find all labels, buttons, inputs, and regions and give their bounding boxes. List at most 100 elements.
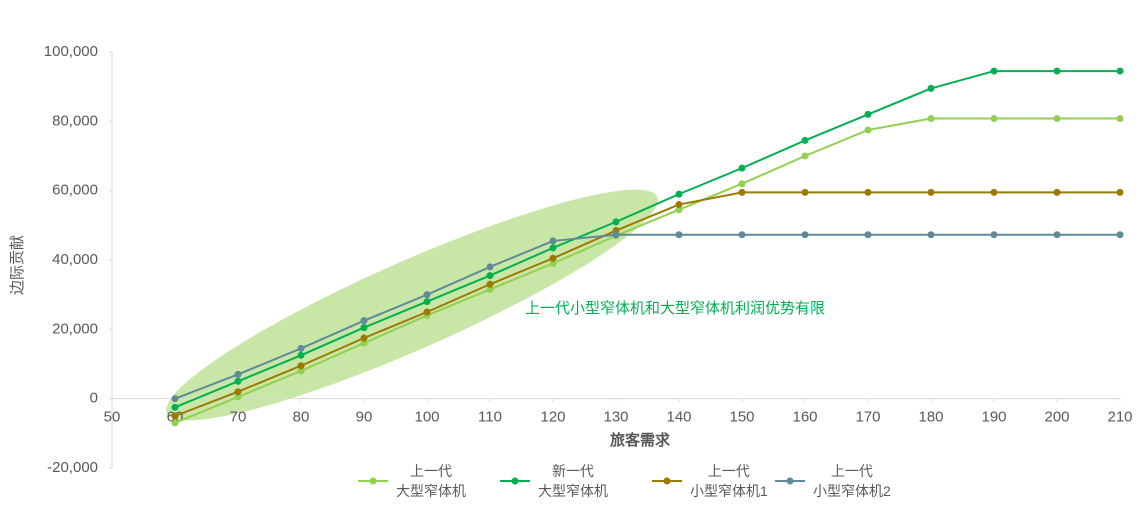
x-tick-label: 100 [414,409,439,426]
point [549,244,557,252]
legend-swatch [775,477,805,485]
point [486,272,494,280]
x-tick-label: 170 [855,409,880,426]
point [612,218,620,226]
x-tick-label: 120 [540,409,565,426]
point [927,188,935,196]
y-tick-label: -20,000 [47,459,98,476]
y-tick-label: 100,000 [44,43,98,60]
point [171,395,179,403]
legend-item: 新一代 大型窄体机 [500,461,608,501]
legend-item: 上一代 小型窄体机1 [652,461,768,501]
x-axis-title: 旅客需求 [610,431,671,449]
point [801,152,809,160]
point [738,188,746,196]
point [864,126,872,134]
x-tick-label: 70 [230,409,247,426]
legend-item: 上一代 大型窄体机 [358,461,466,501]
y-axis-title: 边际贡献 [9,235,26,295]
point [297,367,305,375]
point [927,84,935,92]
point [801,188,809,196]
legend-label: 上一代 小型窄体机1 [690,463,768,499]
point [675,201,683,209]
point [738,180,746,188]
point [675,190,683,198]
point [297,351,305,359]
x-tick-label: 80 [293,409,310,426]
point [990,115,998,123]
point [990,67,998,75]
point [864,231,872,239]
point [486,285,494,293]
y-tick-label: 80,000 [52,112,98,129]
x-tick-label: 210 [1107,409,1132,426]
x-tick-label: 90 [356,409,373,426]
legend-label: 上一代 大型窄体机 [396,463,466,499]
x-tick-label: 50 [104,409,121,426]
point [738,164,746,172]
point [549,254,557,262]
point [1116,231,1124,239]
x-tick-label: 140 [666,409,691,426]
point [423,308,431,316]
point [549,259,557,267]
point [171,412,179,420]
legend-swatch [500,477,530,485]
x-tick-label: 180 [918,409,943,426]
point [990,231,998,239]
x-tick-label: 110 [478,409,502,426]
series-line [174,191,1120,417]
point [927,115,935,123]
series-line [174,117,1120,424]
point [801,231,809,239]
y-tick-label: 20,000 [52,320,98,337]
point [738,231,746,239]
point [297,344,305,352]
point [234,370,242,378]
series-line [174,70,1120,409]
point [612,231,620,239]
point [1053,115,1061,123]
point [864,110,872,118]
point [486,263,494,271]
legend-label: 新一代 大型窄体机 [538,463,608,499]
point [234,377,242,385]
point [360,324,368,332]
point [864,188,872,196]
point [360,317,368,325]
point [801,136,809,144]
y-tick-label: 40,000 [52,251,98,268]
point [927,231,935,239]
point [234,388,242,396]
point [423,291,431,299]
point [360,339,368,347]
series-line [174,233,1120,400]
point [234,393,242,401]
point [1053,188,1061,196]
x-tick-label: 190 [981,409,1006,426]
point [675,206,683,214]
point [360,334,368,342]
point [1053,67,1061,75]
point [1053,231,1061,239]
x-tick-label: 150 [729,409,754,426]
y-tick-label: 60,000 [52,182,98,199]
point [297,362,305,370]
x-tick-label: 160 [792,409,817,426]
annotation: 上一代小型窄体机和大型窄体机利润优势有限 [525,299,825,317]
highlight-ellipse [166,189,658,421]
point [486,280,494,288]
legend-label: 上一代 小型窄体机2 [813,463,891,499]
point [423,298,431,306]
point [171,419,179,427]
legend-swatch [652,477,682,485]
x-tick-label: 130 [603,409,628,426]
point [1116,188,1124,196]
point [675,231,683,239]
point [990,188,998,196]
x-tick-label: 200 [1044,409,1069,426]
point [171,403,179,411]
